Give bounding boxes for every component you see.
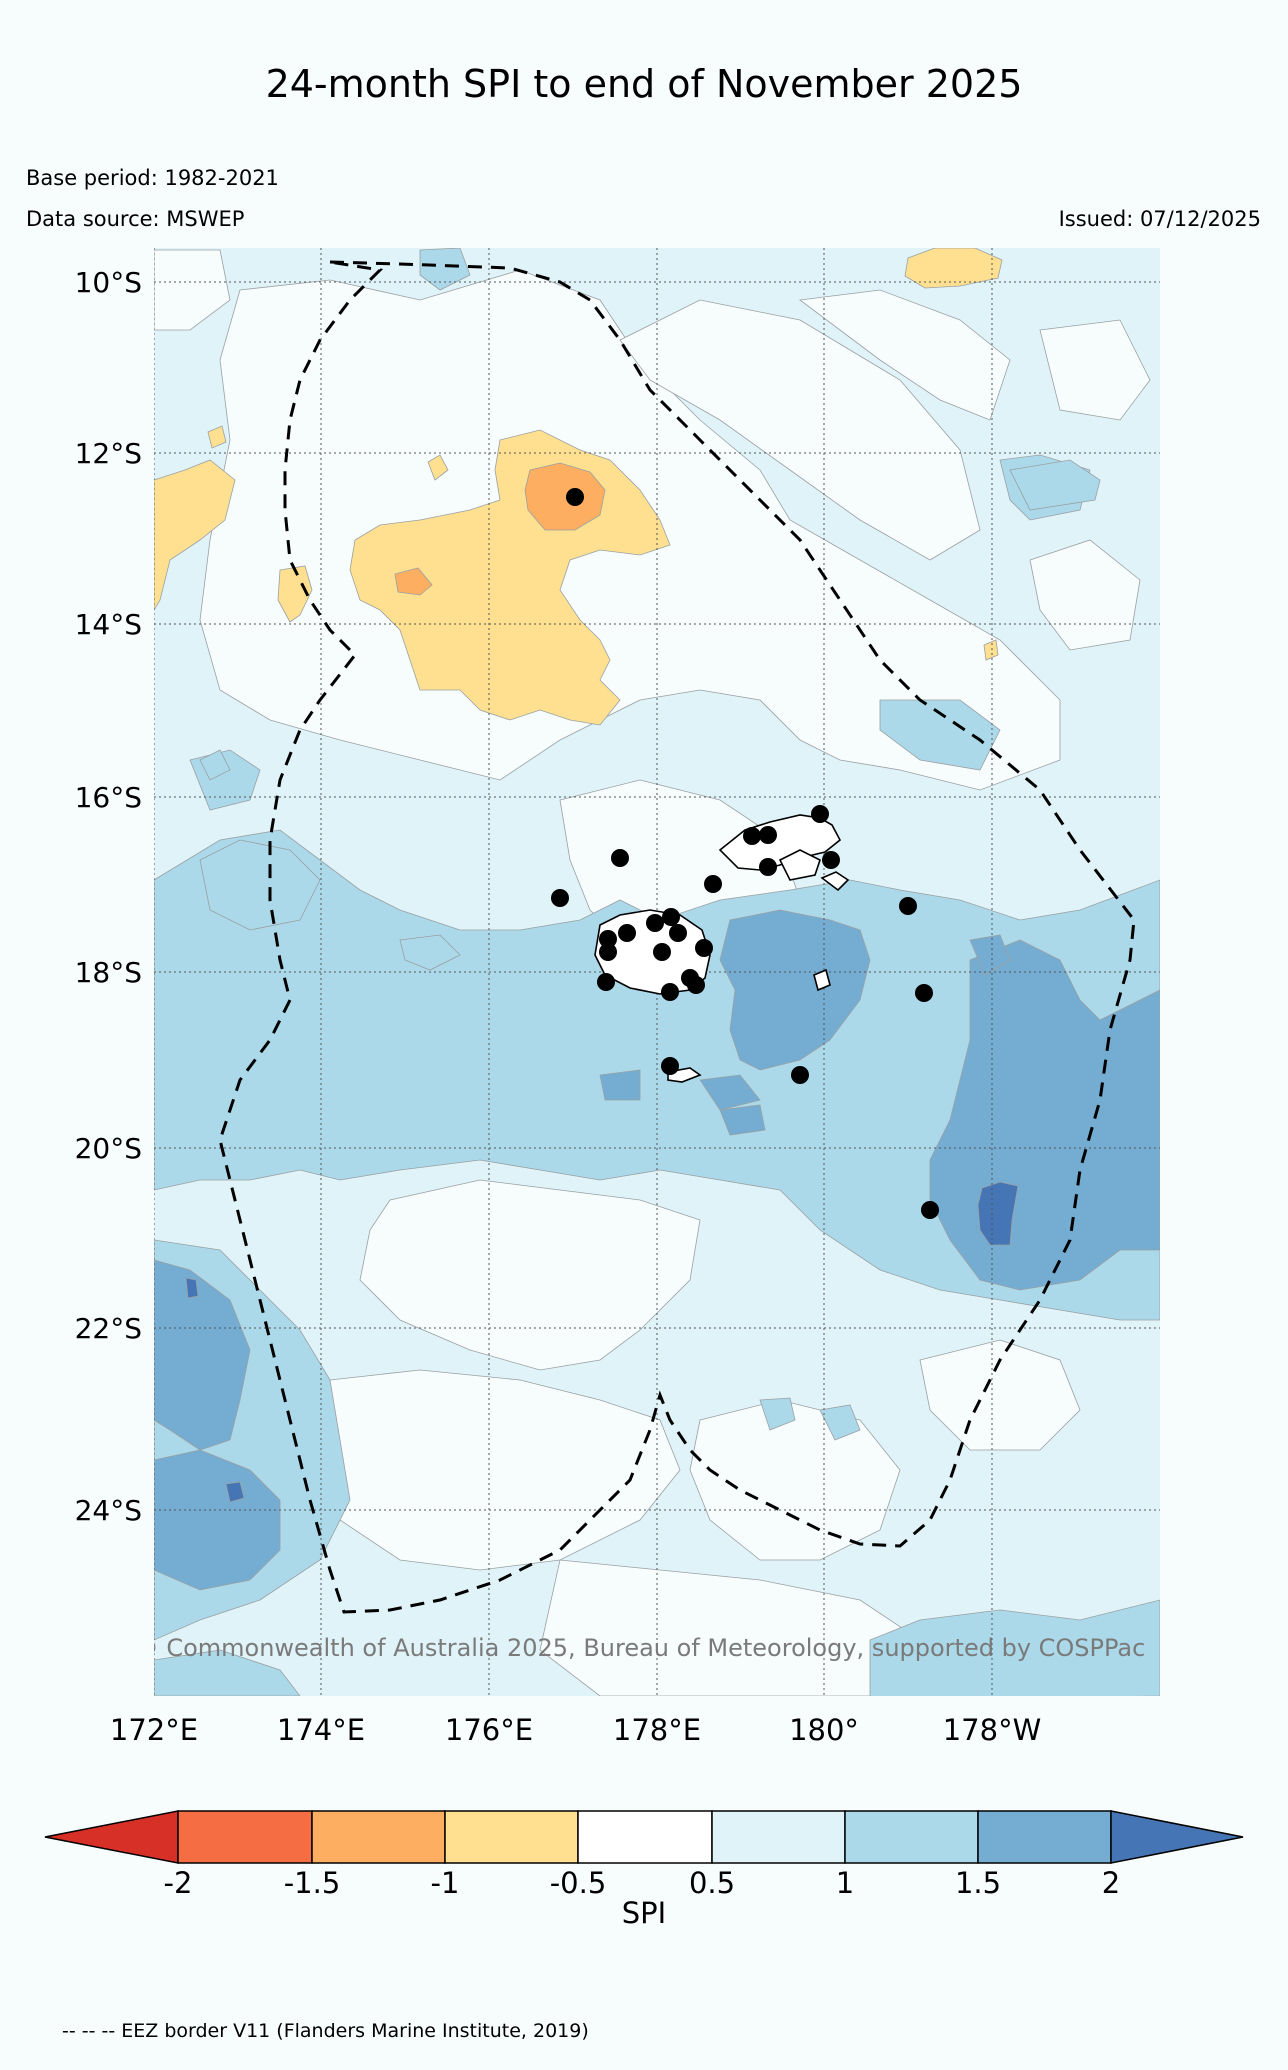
colorbar-tick: 0.5	[689, 1866, 735, 1900]
lon-label: 174°E	[277, 1713, 365, 1747]
station-marker	[695, 939, 713, 957]
station-marker	[662, 908, 680, 926]
spi-dry-regions	[154, 248, 1003, 726]
lon-label: 178°W	[943, 1713, 1042, 1747]
station-marker	[704, 875, 722, 893]
colorbar-tick: 1	[836, 1866, 854, 1900]
station-marker	[566, 488, 584, 506]
station-marker	[759, 858, 777, 876]
colorbar-tick: -0.5	[550, 1866, 607, 1900]
station-marker	[551, 889, 569, 907]
station-marker	[646, 914, 664, 932]
lat-label: 14°S	[75, 608, 142, 641]
station-marker	[791, 1066, 809, 1084]
copyright-watermark: © Commonwealth of Australia 2025, Bureau…	[135, 1634, 1146, 1662]
eez-legend-note: -- -- -- EEZ border V11 (Flanders Marine…	[62, 2020, 589, 2042]
colorbar-segment	[977, 1810, 1112, 1864]
colorbar-arrow-low	[44, 1810, 179, 1864]
colorbar-segment	[311, 1810, 446, 1864]
lat-label: 20°S	[75, 1132, 142, 1165]
eez-border	[218, 260, 1136, 1614]
lat-label: 10°S	[75, 266, 142, 299]
colorbar-segment	[844, 1810, 979, 1864]
station-marker	[661, 983, 679, 1001]
colorbar-segment	[177, 1810, 313, 1864]
station-marker	[653, 943, 671, 961]
lon-label: 176°E	[445, 1713, 533, 1747]
station-marker	[743, 827, 761, 845]
latitude-labels: 10°S 12°S 14°S 16°S 18°S 20°S 22°S 24°S	[75, 266, 142, 1527]
spi-near-normal-regions	[154, 249, 1151, 1696]
colorbar-tick: -2	[164, 1866, 193, 1900]
lat-label: 24°S	[75, 1494, 142, 1527]
issued-date-label: Issued: 07/12/2025	[1058, 207, 1261, 231]
longitude-labels: 172°E 174°E 176°E 178°E 180° 178°W	[110, 1713, 1041, 1747]
colorbar-segment	[711, 1810, 846, 1864]
colorbar-ticks: -2 -1.5 -1 -0.5 0.5 1 1.5 2 SPI	[164, 1866, 1121, 1930]
station-markers	[551, 488, 939, 1219]
station-marker	[822, 851, 840, 869]
station-marker	[618, 924, 636, 942]
station-marker	[599, 943, 617, 961]
colorbar-tick: -1.5	[284, 1866, 341, 1900]
graticule	[154, 248, 1160, 1696]
station-marker	[597, 973, 615, 991]
colorbar-segment	[444, 1810, 579, 1864]
lon-label: 172°E	[110, 1713, 198, 1747]
lon-label: 178°E	[613, 1713, 701, 1747]
station-marker	[921, 1201, 939, 1219]
data-source-label: Data source: MSWEP	[26, 207, 245, 231]
map-title: 24-month SPI to end of November 2025	[265, 62, 1023, 106]
colorbar-tick: 1.5	[955, 1866, 1001, 1900]
colorbar-tick: 2	[1102, 1866, 1120, 1900]
colorbar-tick: -1	[431, 1866, 460, 1900]
colorbar-segment	[577, 1810, 713, 1864]
station-marker	[759, 826, 777, 844]
station-marker	[611, 849, 629, 867]
spi-extreme-wet-regions	[185, 1181, 1019, 1503]
colorbar-label: SPI	[622, 1896, 666, 1930]
lat-label: 22°S	[75, 1312, 142, 1345]
lat-label: 16°S	[75, 781, 142, 814]
station-marker	[599, 930, 617, 948]
station-marker	[661, 1057, 679, 1075]
station-marker	[899, 897, 917, 915]
colorbar-arrow-high	[1110, 1810, 1244, 1864]
spi-very-wet-regions	[154, 909, 1160, 1591]
station-marker	[687, 976, 705, 994]
station-marker	[811, 805, 829, 823]
base-period-label: Base period: 1982-2021	[26, 166, 279, 190]
colorbar	[44, 1810, 1244, 1864]
lat-label: 12°S	[75, 437, 142, 470]
station-marker	[669, 924, 687, 942]
station-marker	[915, 984, 933, 1002]
lon-label: 180°	[789, 1713, 859, 1747]
lat-label: 18°S	[75, 956, 142, 989]
spi-map-area: © Commonwealth of Australia 2025, Bureau…	[135, 248, 1160, 1696]
